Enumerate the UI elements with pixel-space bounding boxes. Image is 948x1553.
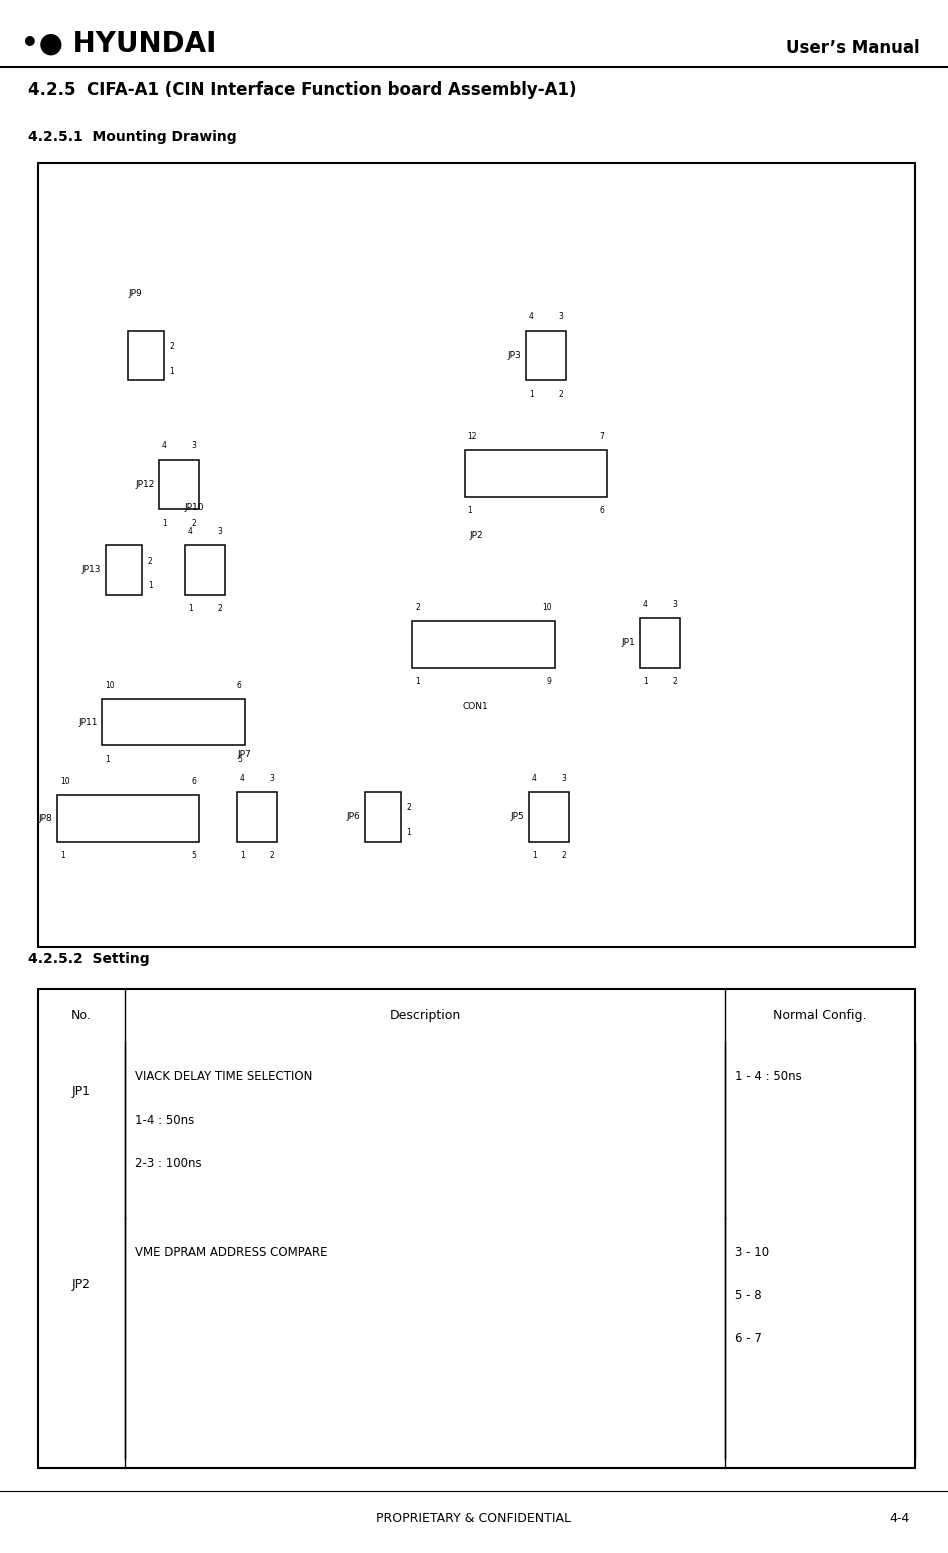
Text: 1 - 4 : 50ns: 1 - 4 : 50ns <box>735 1070 801 1082</box>
Text: 5 - 8: 5 - 8 <box>735 1289 761 1301</box>
Bar <box>106 545 142 595</box>
Text: 2-3 : 100ns: 2-3 : 100ns <box>135 1157 201 1169</box>
Text: 6: 6 <box>237 680 242 690</box>
Text: 4: 4 <box>532 773 537 783</box>
Bar <box>185 545 225 595</box>
Text: 6: 6 <box>599 506 604 516</box>
Bar <box>412 621 555 668</box>
Bar <box>526 331 566 380</box>
Text: 4.2.5.2  Setting: 4.2.5.2 Setting <box>28 952 150 966</box>
Text: VME DPRAM ADDRESS COMPARE: VME DPRAM ADDRESS COMPARE <box>135 1246 327 1258</box>
Bar <box>640 618 680 668</box>
Text: 1: 1 <box>162 519 167 528</box>
Text: 2: 2 <box>558 390 563 399</box>
Text: Description: Description <box>390 1009 461 1022</box>
Text: JP5: JP5 <box>510 812 524 822</box>
Bar <box>38 989 915 1468</box>
Bar <box>38 989 915 1042</box>
Text: 1: 1 <box>105 755 110 764</box>
Text: 3: 3 <box>561 773 566 783</box>
Text: 1: 1 <box>532 851 537 860</box>
Text: 1: 1 <box>407 828 411 837</box>
Text: 4-4: 4-4 <box>890 1513 910 1525</box>
Text: JP1: JP1 <box>621 638 635 648</box>
Text: 4: 4 <box>643 599 647 609</box>
Bar <box>57 795 199 842</box>
Text: 9: 9 <box>547 677 552 686</box>
Text: 12: 12 <box>467 432 477 441</box>
Text: 2: 2 <box>148 556 153 565</box>
Bar <box>465 450 607 497</box>
Text: •● HYUNDAI: •● HYUNDAI <box>21 30 216 57</box>
Text: JP3: JP3 <box>507 351 521 360</box>
Text: 1: 1 <box>188 604 192 613</box>
Text: JP9: JP9 <box>128 289 142 298</box>
Text: 10: 10 <box>105 680 115 690</box>
Text: 1: 1 <box>643 677 647 686</box>
Text: VIACK DELAY TIME SELECTION: VIACK DELAY TIME SELECTION <box>135 1070 312 1082</box>
Text: 2: 2 <box>407 803 411 812</box>
Bar <box>38 1218 915 1458</box>
Text: JP11: JP11 <box>78 717 98 727</box>
Text: 10: 10 <box>60 776 69 786</box>
Text: JP6: JP6 <box>346 812 360 822</box>
Text: 6: 6 <box>191 776 196 786</box>
Bar <box>38 1042 915 1218</box>
Text: 2: 2 <box>217 604 222 613</box>
Bar <box>159 460 199 509</box>
Text: 2: 2 <box>672 677 677 686</box>
Text: 3: 3 <box>558 312 563 321</box>
Text: JP13: JP13 <box>82 565 101 575</box>
Text: 3: 3 <box>672 599 677 609</box>
Text: 4.2.5.1  Mounting Drawing: 4.2.5.1 Mounting Drawing <box>28 130 237 144</box>
Bar <box>237 792 277 842</box>
Text: 5: 5 <box>191 851 196 860</box>
Text: CON1: CON1 <box>462 702 488 711</box>
Text: 1: 1 <box>415 677 420 686</box>
Text: 3: 3 <box>217 526 222 536</box>
Text: 2: 2 <box>170 342 174 351</box>
Text: 1: 1 <box>240 851 245 860</box>
Text: JP2: JP2 <box>469 531 483 540</box>
Text: JP7: JP7 <box>237 750 251 759</box>
Text: 1: 1 <box>529 390 534 399</box>
Text: 2: 2 <box>191 519 196 528</box>
Text: JP1: JP1 <box>72 1084 91 1098</box>
Text: 3 - 10: 3 - 10 <box>735 1246 769 1258</box>
Bar <box>365 792 401 842</box>
Text: JP12: JP12 <box>136 480 155 489</box>
Text: 2: 2 <box>269 851 274 860</box>
Text: 7: 7 <box>599 432 604 441</box>
Text: 1: 1 <box>467 506 472 516</box>
Text: 2: 2 <box>415 603 420 612</box>
Text: 1: 1 <box>170 367 174 376</box>
Text: Normal Config.: Normal Config. <box>774 1009 866 1022</box>
Bar <box>128 331 164 380</box>
Text: 2: 2 <box>561 851 566 860</box>
Text: User’s Manual: User’s Manual <box>786 39 920 57</box>
Text: 5: 5 <box>237 755 242 764</box>
Text: 4: 4 <box>162 441 167 450</box>
Text: 6 - 7: 6 - 7 <box>735 1332 761 1345</box>
Text: No.: No. <box>71 1009 92 1022</box>
Text: 3: 3 <box>269 773 274 783</box>
Text: JP8: JP8 <box>38 814 52 823</box>
Text: 4: 4 <box>188 526 192 536</box>
Bar <box>38 163 915 947</box>
Text: JP2: JP2 <box>72 1278 91 1292</box>
Text: JP10: JP10 <box>185 503 205 512</box>
Text: 4: 4 <box>240 773 245 783</box>
Text: 1: 1 <box>60 851 64 860</box>
Text: 10: 10 <box>542 603 552 612</box>
Text: 1: 1 <box>148 581 153 590</box>
Text: PROPRIETARY & CONFIDENTIAL: PROPRIETARY & CONFIDENTIAL <box>376 1513 572 1525</box>
Bar <box>529 792 569 842</box>
Text: 4: 4 <box>529 312 534 321</box>
Text: 1-4 : 50ns: 1-4 : 50ns <box>135 1114 193 1126</box>
Text: 4.2.5  CIFA-A1 (CIN Interface Function board Assembly-A1): 4.2.5 CIFA-A1 (CIN Interface Function bo… <box>28 81 577 99</box>
Text: 3: 3 <box>191 441 196 450</box>
Bar <box>102 699 245 745</box>
